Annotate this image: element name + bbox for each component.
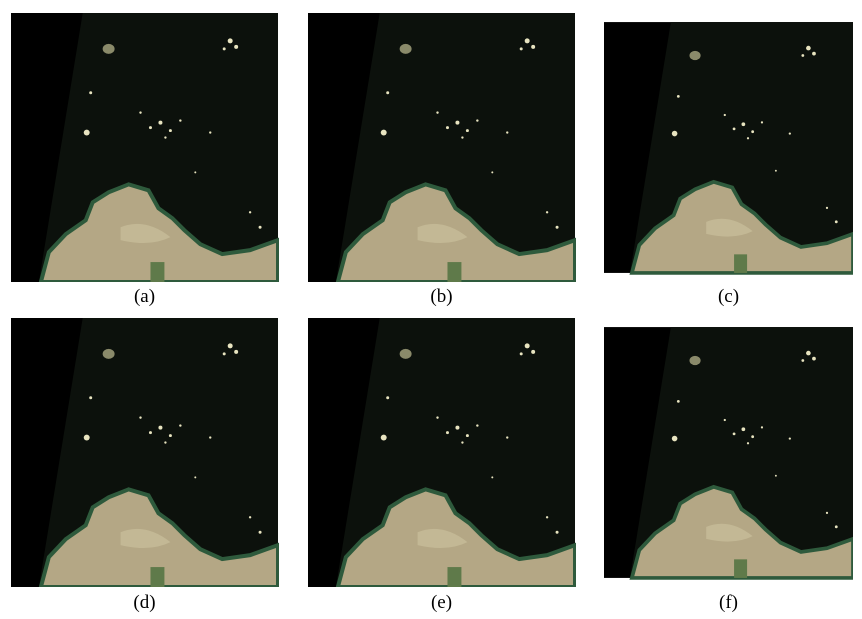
caption: (a) — [10, 286, 279, 308]
caption: (b) — [307, 286, 576, 308]
figure: (a) (b) (c) (d) (e) (f) — [0, 0, 862, 619]
satellite-image — [308, 13, 575, 282]
caption: (c) — [594, 286, 862, 308]
satellite-image — [604, 327, 853, 578]
satellite-image — [604, 22, 853, 273]
caption: (d) — [10, 592, 279, 614]
caption: (f) — [594, 592, 862, 614]
satellite-image — [308, 318, 575, 587]
satellite-image — [11, 13, 278, 282]
satellite-image — [11, 318, 278, 587]
image-grid — [0, 0, 862, 619]
caption: (e) — [307, 592, 576, 614]
